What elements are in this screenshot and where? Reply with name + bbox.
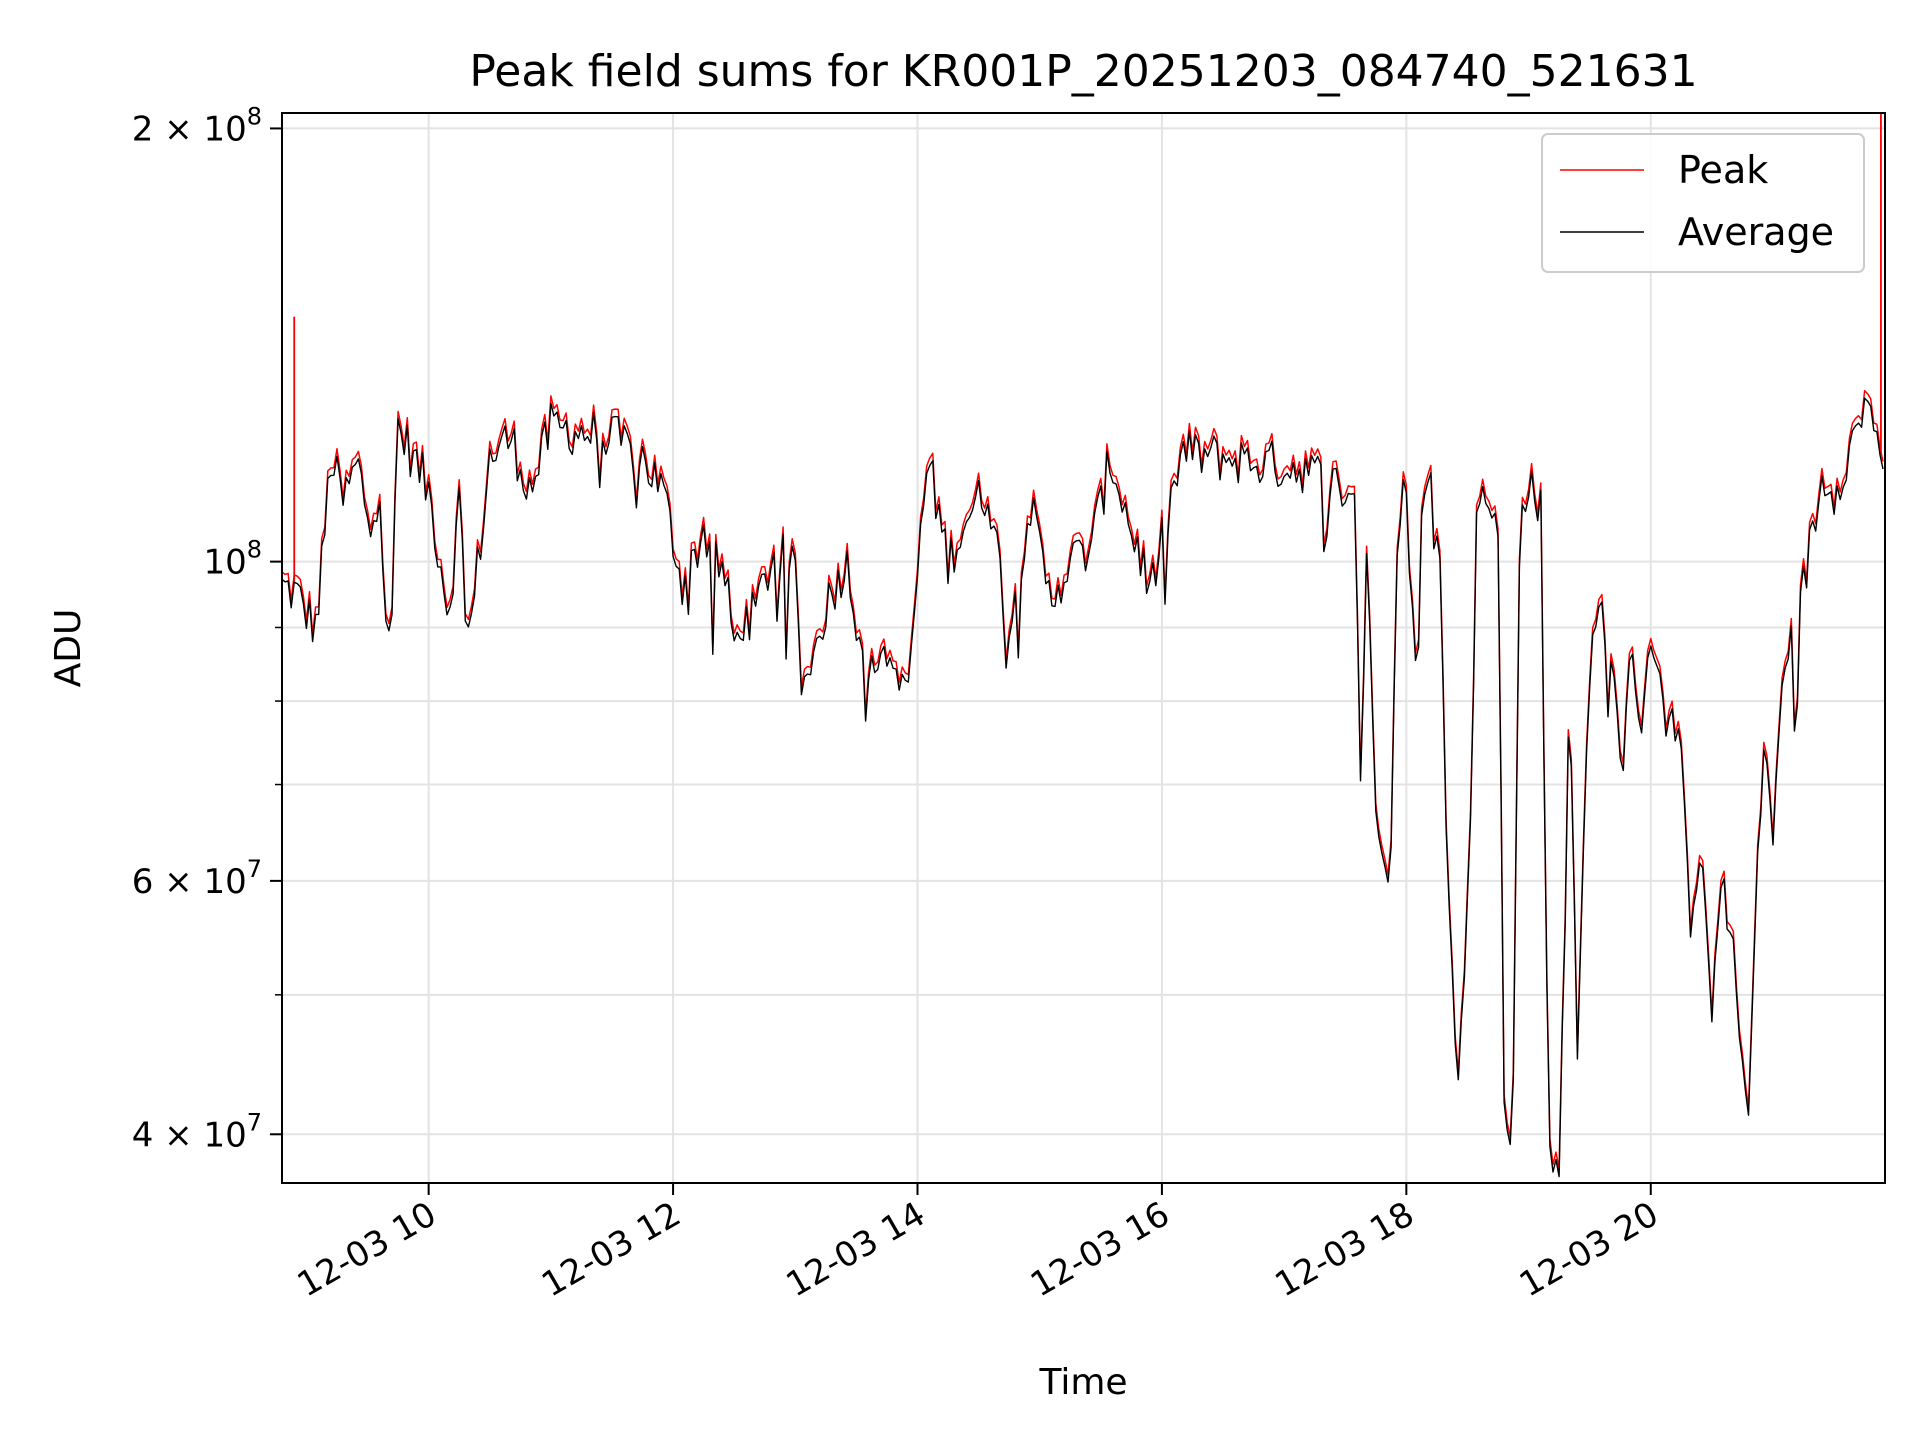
legend-peak-label: Peak: [1678, 148, 1768, 192]
average-line: [281, 397, 1884, 1178]
y-tick-label: 4 × 107: [132, 1108, 262, 1155]
legend-box: [1541, 133, 1865, 273]
y-tick-label: 6 × 107: [132, 855, 262, 902]
y-tick-label: 2 × 108: [132, 102, 262, 149]
plot-area-frame: [281, 112, 1886, 1184]
y-tick-label: 108: [203, 536, 262, 583]
grid: [282, 113, 1885, 1183]
average-series: [281, 397, 1884, 1178]
legend-average-label: Average: [1678, 210, 1834, 254]
legend: Peak Average: [1541, 133, 1865, 273]
y-axis-label: ADU: [48, 609, 89, 688]
chart-title: Peak field sums for KR001P_20251203_0847…: [469, 46, 1697, 97]
x-axis-label: Time: [1038, 1362, 1127, 1403]
